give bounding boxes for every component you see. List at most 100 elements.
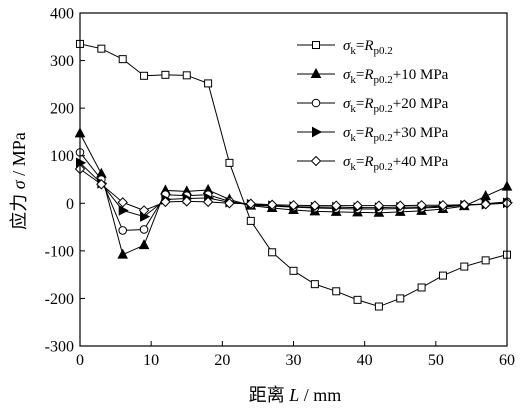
y-axis-label-prefix: 应力	[9, 194, 29, 230]
legend-rhs-sub: p0.2	[374, 103, 393, 115]
data-point	[118, 55, 127, 64]
legend-rhs: R	[363, 67, 373, 83]
legend-suffix: +20 MPa	[393, 96, 449, 112]
legend-equals: =	[356, 67, 364, 83]
x-tick-label: 50	[428, 352, 444, 369]
x-tick-label: 20	[214, 352, 230, 369]
data-point	[118, 205, 129, 216]
x-axis-label-prefix: 距离	[249, 385, 285, 405]
legend-symbol: σ	[343, 154, 351, 170]
legend-rhs: R	[363, 96, 373, 112]
legend-rhs: R	[363, 154, 373, 170]
data-point	[310, 280, 319, 289]
legend-marker	[310, 155, 322, 167]
data-point	[140, 71, 149, 80]
data-point	[460, 262, 469, 271]
y-tick-label: 300	[50, 53, 74, 70]
data-point	[480, 199, 491, 210]
legend-label: σk=Rp0.2+20 MPa	[343, 96, 449, 115]
series-5	[74, 163, 513, 216]
legend-symbol: σ	[343, 96, 351, 112]
data-point	[438, 271, 447, 280]
data-point	[139, 225, 149, 234]
data-point	[225, 158, 234, 167]
y-tick-label: 100	[50, 148, 74, 165]
legend-entry: σk=Rp0.2+20 MPa	[297, 96, 449, 115]
data-point	[204, 79, 213, 88]
legend-equals: =	[356, 96, 364, 112]
axes-layer: 0 10 20 30 40 50 60 -300 -200 -100 0 100 200 300 400	[45, 6, 515, 370]
legend-entry: σk=Rp0.2+10 MPa	[297, 67, 449, 86]
y-tick-label: -300	[45, 339, 74, 356]
data-point	[266, 199, 278, 210]
data-point	[309, 200, 321, 211]
data-point	[459, 199, 470, 210]
data-point	[97, 44, 106, 53]
legend-equals: =	[356, 154, 364, 170]
x-tick-label: 10	[143, 352, 159, 369]
data-point	[245, 198, 257, 209]
legend-rhs: R	[363, 38, 373, 54]
y-tick-label: -100	[45, 243, 74, 260]
data-point	[332, 287, 341, 296]
data-point	[481, 256, 490, 265]
legend-entry: σk=Rp0.2+30 MPa	[297, 125, 449, 144]
x-axis-label: 距离 L / mm	[249, 385, 342, 405]
x-tick-label: 40	[357, 352, 373, 369]
data-point	[374, 302, 383, 311]
legend-entry: σk=Rp0.2	[297, 38, 393, 57]
legend-rhs-sub: p0.2	[374, 161, 393, 173]
data-point	[118, 226, 127, 235]
legend-sub: k	[350, 103, 356, 115]
data-point	[330, 200, 342, 211]
legend-marker	[312, 41, 320, 49]
series-2	[74, 127, 513, 259]
data-point	[480, 190, 491, 201]
data-point	[268, 248, 277, 257]
data-point	[224, 198, 235, 209]
legend-equals: =	[356, 38, 364, 54]
data-point	[288, 199, 299, 211]
y-tick-label: 400	[50, 6, 74, 23]
legend-label: σk=Rp0.2+10 MPa	[343, 67, 449, 86]
legend-label: σk=Rp0.2	[343, 38, 393, 57]
y-tick-label: 0	[66, 196, 74, 213]
data-point	[182, 71, 191, 80]
legend-rhs: R	[363, 125, 373, 141]
data-point	[289, 266, 298, 275]
y-axis-label: 应力 σ / MPa	[9, 132, 29, 229]
y-axis-label-var: σ	[9, 179, 29, 189]
legend-equals: =	[356, 125, 364, 141]
data-point	[246, 216, 255, 225]
data-point	[396, 294, 405, 303]
data-point	[417, 283, 426, 292]
y-axis-label-unit: / MPa	[9, 132, 29, 176]
x-axis-label-unit: / mm	[304, 385, 342, 405]
legend-suffix: +40 MPa	[393, 154, 449, 170]
legend-label: σk=Rp0.2+30 MPa	[343, 125, 449, 144]
data-point	[117, 248, 129, 259]
x-tick-label: 30	[286, 352, 302, 369]
y-tick-label: 200	[50, 101, 74, 118]
legend-suffix: +30 MPa	[393, 125, 449, 141]
legend-entry: σk=Rp0.2+40 MPa	[297, 154, 449, 173]
data-point	[181, 196, 192, 207]
legend-rhs-sub: p0.2	[374, 132, 393, 144]
data-point	[416, 199, 427, 211]
series-layer	[74, 39, 514, 311]
legend-sub: k	[350, 132, 356, 144]
data-point	[138, 205, 150, 216]
x-axis-label-var: L	[288, 385, 299, 405]
data-point	[96, 179, 107, 190]
y-tick-label: -200	[45, 291, 74, 308]
legend-symbol: σ	[343, 67, 351, 83]
data-point	[352, 200, 363, 211]
data-point	[202, 196, 214, 208]
data-point	[161, 70, 170, 79]
series-1	[76, 39, 511, 311]
legend-marker	[310, 67, 322, 78]
data-point	[373, 200, 385, 211]
legend-sub: k	[350, 161, 356, 173]
